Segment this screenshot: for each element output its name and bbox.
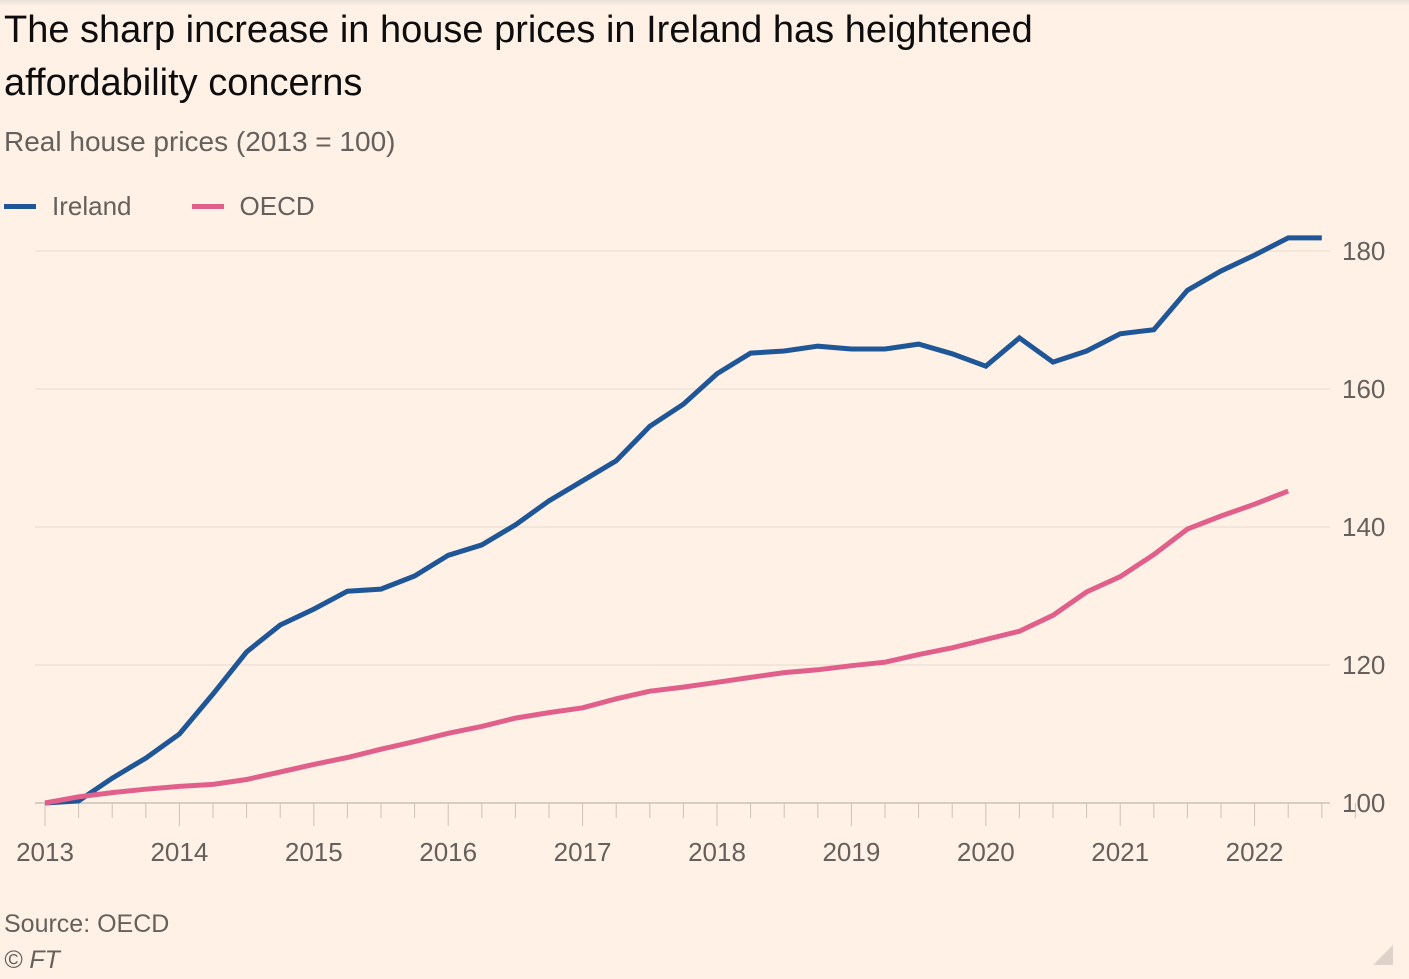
source-note: Source: OECD (4, 910, 170, 938)
chart-subtitle: Real house prices (2013 = 100) (4, 126, 396, 157)
legend: Ireland OECD (4, 188, 375, 224)
x-tick-label: 2021 (1091, 837, 1149, 867)
legend-label-ireland: Ireland (52, 190, 132, 221)
x-tick-label: 2013 (16, 837, 74, 867)
copyright-note: © FT (4, 946, 60, 974)
series-line-ireland (44, 235, 1322, 806)
x-tick-label: 2018 (688, 837, 746, 867)
x-tick-label: 2015 (285, 837, 343, 867)
y-tick-label: 180 (1342, 236, 1385, 266)
legend-item-oecd: OECD (191, 190, 315, 222)
x-tick-label: 2017 (554, 837, 612, 867)
y-tick-label: 120 (1342, 650, 1385, 680)
series-lines (44, 235, 1322, 806)
y-axis: 100 120 140 160 180 (1342, 236, 1385, 818)
top-edge-shadow (0, 0, 1409, 6)
legend-label-oecd: OECD (239, 190, 315, 221)
y-tick-label: 160 (1342, 374, 1385, 404)
x-tick-label: 2022 (1226, 837, 1284, 867)
gridlines (35, 250, 1330, 666)
x-tick-label: 2014 (150, 837, 208, 867)
series-line-oecd (44, 488, 1290, 806)
y-tick-label: 100 (1342, 788, 1385, 818)
x-tick-label: 2016 (419, 837, 477, 867)
legend-swatch-ireland (4, 203, 36, 209)
x-axis: 2013 2014 2015 2016 2017 2018 2019 2020 2021 2022 (16, 802, 1356, 867)
x-tick-label: 2020 (957, 837, 1015, 867)
y-tick-label: 140 (1342, 512, 1385, 542)
chart-title: The sharp increase in house prices in Ir… (4, 9, 1033, 104)
legend-swatch-oecd (191, 203, 224, 209)
legend-item-ireland: Ireland (4, 191, 132, 222)
resize-handle-icon[interactable] (1373, 945, 1393, 965)
x-tick-label: 2019 (822, 837, 880, 867)
